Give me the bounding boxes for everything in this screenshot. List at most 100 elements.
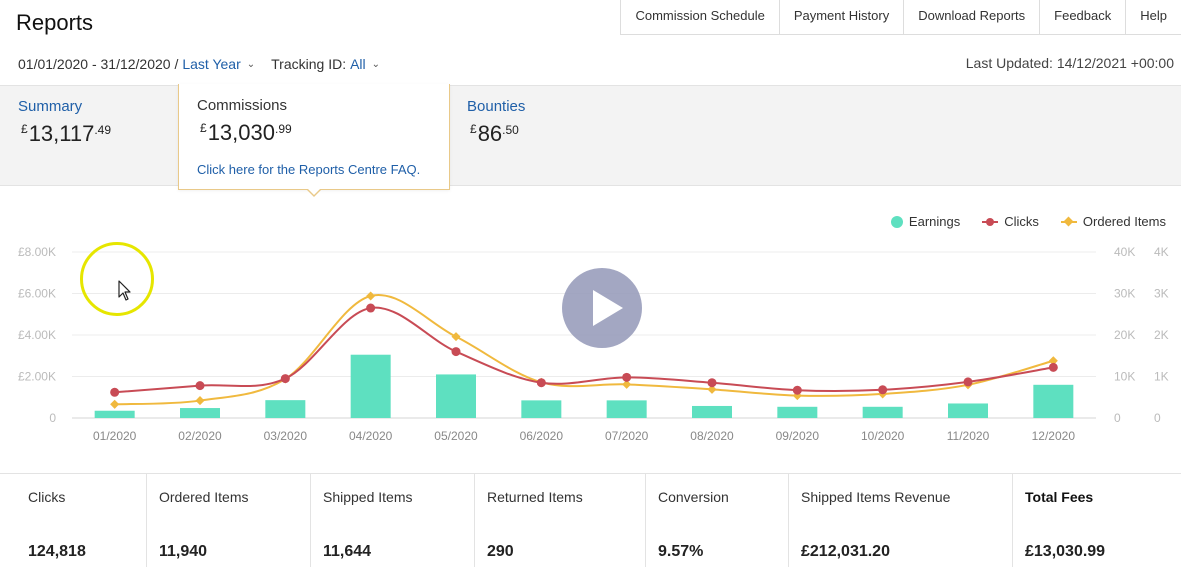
clicks-point [366,303,376,313]
earnings-swatch-icon [890,215,903,228]
commissions-fraction: .99 [274,122,292,136]
earnings-bar [606,400,647,418]
y-axis-left-tick: £8.00K [18,245,56,259]
metric-shipped-items-revenue: Shipped Items Revenue £212,031.20 [789,474,1013,567]
y-axis-left-tick: £6.00K [18,287,56,301]
earnings-chart: 0 0 0 £2.00K 10K 1K £4.00K 20K 2K £6.00K 30K 3K £8.0… [18,245,1169,443]
metric-value: 11,940 [159,543,208,560]
metric-conversion: Conversion 9.57% [646,474,789,567]
metric-label: Total Fees [1025,489,1094,505]
clicks-point [451,347,461,357]
clicks-point [280,374,290,384]
currency-symbol: £ [200,121,207,135]
nav-feedback[interactable]: Feedback [1040,0,1127,34]
legend-clicks[interactable]: Clicks [982,214,1039,229]
x-axis-tick: 04/2020 [349,429,393,443]
page-title: Reports [16,10,94,35]
metric-value: £13,030.99 [1025,543,1106,560]
clicks-point [110,387,120,397]
y-axis-right-tick: 30K [1114,287,1135,301]
legend-ordered-items[interactable]: Ordered Items [1060,214,1166,229]
metric-shipped-items: Shipped Items 11,644 [311,474,475,567]
legend-ordered-items-label: Ordered Items [1082,214,1166,229]
nav-payment-history[interactable]: Payment History [780,0,905,34]
x-axis-tick: 01/2020 [93,429,137,443]
currency-symbol: £ [21,122,28,136]
y-axis-right2-tick: 3K [1154,287,1169,301]
faq-link[interactable]: Click here for the Reports Centre FAQ. [197,162,421,177]
commissions-popover: Commissions £13,030.99 Click here for th… [178,84,450,190]
bounties-stat[interactable]: Bounties £86.50 [467,98,525,147]
clicks-point [878,385,888,395]
x-axis-tick: 10/2020 [861,429,905,443]
metric-total-fees: Total Fees £13,030.99 [1013,474,1181,567]
clicks-point [195,381,205,391]
y-axis-right2-tick: 0 [1154,411,1161,425]
nav-commission-schedule[interactable]: Commission Schedule [621,0,780,34]
metric-returned-items: Returned Items 290 [475,474,646,567]
nav-download-reports[interactable]: Download Reports [904,0,1041,34]
earnings-bar [777,406,818,418]
clicks-point [622,372,632,382]
earnings-bar [948,403,988,418]
commissions-label[interactable]: Commissions [197,97,288,114]
summary-fraction: .49 [94,123,112,137]
tracking-id-dropdown[interactable]: All [350,56,366,72]
x-axis-tick: 08/2020 [690,429,734,443]
metric-label: Conversion [658,489,729,505]
legend-clicks-label: Clicks [1004,214,1039,229]
y-axis-right2-tick: 2K [1154,328,1169,342]
earnings-bar [1033,384,1074,418]
commissions-stat[interactable]: Commissions £13,030.99 [197,97,292,146]
clicks-point [963,377,973,387]
last-updated: Last Updated: 14/12/2021 +00:00 [965,55,1174,71]
legend-earnings-label: Earnings [908,214,961,229]
metric-label: Shipped Items Revenue [801,489,951,505]
clicks-point [707,378,717,388]
y-axis-right-tick: 40K [1114,245,1135,259]
bounties-value: £86.50 [470,121,525,147]
clicks-swatch-icon [982,217,999,227]
chevron-down-icon[interactable]: ⌄ [246,58,256,70]
metric-label: Clicks [28,489,66,505]
y-axis-right-tick: 20K [1114,328,1135,342]
mouse-cursor-icon [118,280,132,307]
earnings-bar [94,410,135,418]
video-play-button[interactable] [562,268,642,348]
filter-bar: 01/01/2020 - 31/12/2020 / Last Year ⌄ Tr… [18,56,396,72]
bounties-label[interactable]: Bounties [467,98,526,115]
metric-label: Shipped Items [323,489,413,505]
clicks-line [114,306,1054,394]
clicks-point [1048,362,1058,372]
tracking-id-label: Tracking ID: [271,56,347,72]
date-range: 01/01/2020 - 31/12/2020 / [18,56,179,72]
period-dropdown[interactable]: Last Year [182,56,241,72]
earnings-bar [436,374,476,418]
earnings-bar [265,400,306,418]
x-axis-tick: 05/2020 [434,429,478,443]
chart-legend: Earnings Clicks Ordered Items [869,214,1166,229]
clicks-point [536,378,546,388]
clicks-point [792,385,802,395]
earnings-bar [180,408,220,418]
x-axis-tick: 07/2020 [605,429,649,443]
x-axis-tick: 11/2020 [947,429,990,443]
summary-stat[interactable]: Summary £13,117.49 [18,98,111,147]
nav-help[interactable]: Help [1140,8,1167,23]
ordered-items-point [366,291,376,301]
x-axis-tick: 12/2020 [1032,429,1076,443]
metric-value: 11,644 [323,543,372,560]
y-axis-right-tick: 0 [1114,411,1121,425]
legend-earnings[interactable]: Earnings [890,214,961,229]
currency-symbol: £ [470,122,477,136]
metric-value: 290 [487,543,514,560]
chevron-down-icon[interactable]: ⌄ [371,58,381,70]
metric-ordered-items: Ordered Items 11,940 [147,474,311,567]
bounties-whole: 86 [477,121,503,146]
ordered-items-point [195,396,205,406]
commissions-value: £13,030.99 [200,120,292,146]
metric-value: 9.57% [658,543,704,560]
summary-label[interactable]: Summary [18,98,83,115]
earnings-bar [350,354,391,418]
x-axis-tick: 02/2020 [178,429,222,443]
